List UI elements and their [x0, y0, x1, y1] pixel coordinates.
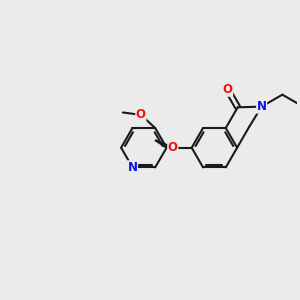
Text: N: N: [256, 100, 267, 113]
Text: O: O: [136, 108, 146, 122]
Text: N: N: [128, 161, 137, 174]
Text: O: O: [223, 83, 232, 96]
Text: O: O: [168, 141, 178, 154]
